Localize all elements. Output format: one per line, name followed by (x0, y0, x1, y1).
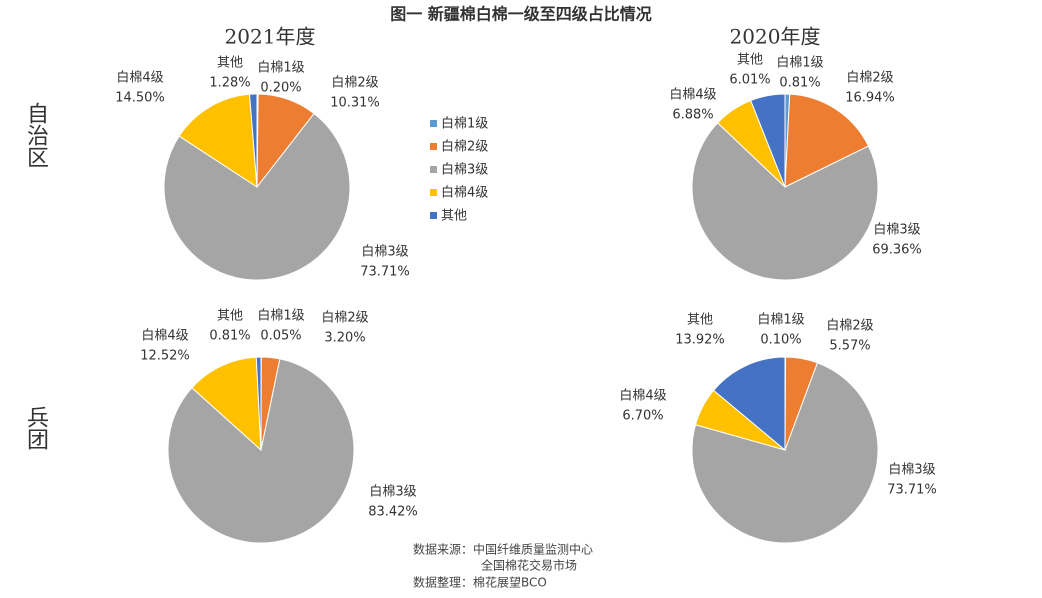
source-note: 全国棉花交易市场 (481, 558, 577, 573)
data-label: 14.50% (115, 91, 165, 106)
pie-slice (691, 122, 879, 281)
data-label: 12.52% (140, 349, 190, 364)
data-label: 1.28% (209, 76, 250, 91)
pie-slice (712, 356, 786, 452)
source-note: 数据来源：中国纤维质量监测中心 (413, 542, 593, 557)
legend-label: 其他 (441, 209, 467, 224)
slice-name: 白棉1级 (257, 308, 304, 324)
pie-slice (178, 93, 258, 188)
slice-name: 白棉4级 (116, 70, 163, 86)
slice-name: 白棉2级 (826, 318, 873, 334)
slice-name: 白棉4级 (619, 388, 666, 404)
data-label: 13.92% (675, 333, 725, 348)
data-label: 73.71% (887, 483, 937, 498)
page-title: 图一 新疆棉白棉一级至四级占比情况 (390, 5, 652, 24)
chart-title: 2021年度 (225, 25, 316, 49)
slice-name: 白棉3级 (369, 484, 416, 500)
data-label: 6.70% (622, 409, 663, 424)
slice-name: 其他 (217, 309, 243, 324)
data-label: 83.42% (368, 505, 418, 520)
data-label: 69.36% (872, 243, 922, 258)
legend-label: 白棉1级 (441, 116, 488, 132)
data-label: 6.01% (729, 73, 770, 88)
legend-swatch (430, 166, 437, 173)
slice-name: 白棉1级 (257, 60, 304, 76)
slice-name: 其他 (737, 53, 763, 68)
pie-slice (167, 358, 355, 544)
legend-swatch (430, 120, 437, 127)
chart-title: 2020年度 (730, 25, 821, 49)
slice-name: 其他 (217, 56, 243, 71)
data-label: 10.31% (330, 96, 380, 111)
slice-name: 白棉2级 (846, 70, 893, 86)
pie-slice (248, 93, 258, 188)
data-label: 0.20% (260, 81, 301, 96)
slice-name: 白棉3级 (873, 222, 920, 238)
slice-name: 白棉3级 (361, 244, 408, 260)
pie-slice (191, 356, 262, 452)
pie-slice (691, 362, 879, 544)
slice-name: 白棉1级 (757, 312, 804, 328)
pie-slice (163, 112, 351, 281)
slice-name: 白棉2级 (331, 75, 378, 91)
slice-name: 白棉4级 (141, 328, 188, 344)
slice-name: 白棉2级 (321, 310, 368, 326)
slice-name: 其他 (687, 313, 713, 328)
legend-label: 白棉2级 (441, 139, 488, 155)
pie-slice (784, 93, 870, 188)
data-label: 5.57% (829, 339, 870, 354)
data-label: 73.71% (360, 265, 410, 280)
pie-slice (750, 93, 786, 188)
slice-name: 白棉4级 (669, 87, 716, 103)
source-note: 数据整理：棉花展望BCO (413, 575, 547, 590)
legend-label: 白棉3级 (441, 162, 488, 178)
row-label: 自治区 (23, 102, 49, 168)
pie-slice (255, 356, 262, 451)
data-label: 0.81% (209, 329, 250, 344)
data-label: 16.94% (845, 91, 895, 106)
data-label: 0.05% (260, 329, 301, 344)
data-label: 0.81% (779, 76, 820, 91)
legend-label: 白棉4级 (441, 185, 488, 201)
legend-swatch (430, 212, 437, 219)
data-label: 0.10% (760, 333, 801, 348)
slice-name: 白棉1级 (776, 55, 823, 71)
data-label: 6.88% (672, 108, 713, 123)
legend-swatch (430, 189, 437, 196)
row-label: 兵团 (23, 406, 48, 450)
slice-name: 白棉3级 (888, 462, 935, 478)
legend-swatch (430, 143, 437, 150)
data-label: 3.20% (324, 331, 365, 346)
